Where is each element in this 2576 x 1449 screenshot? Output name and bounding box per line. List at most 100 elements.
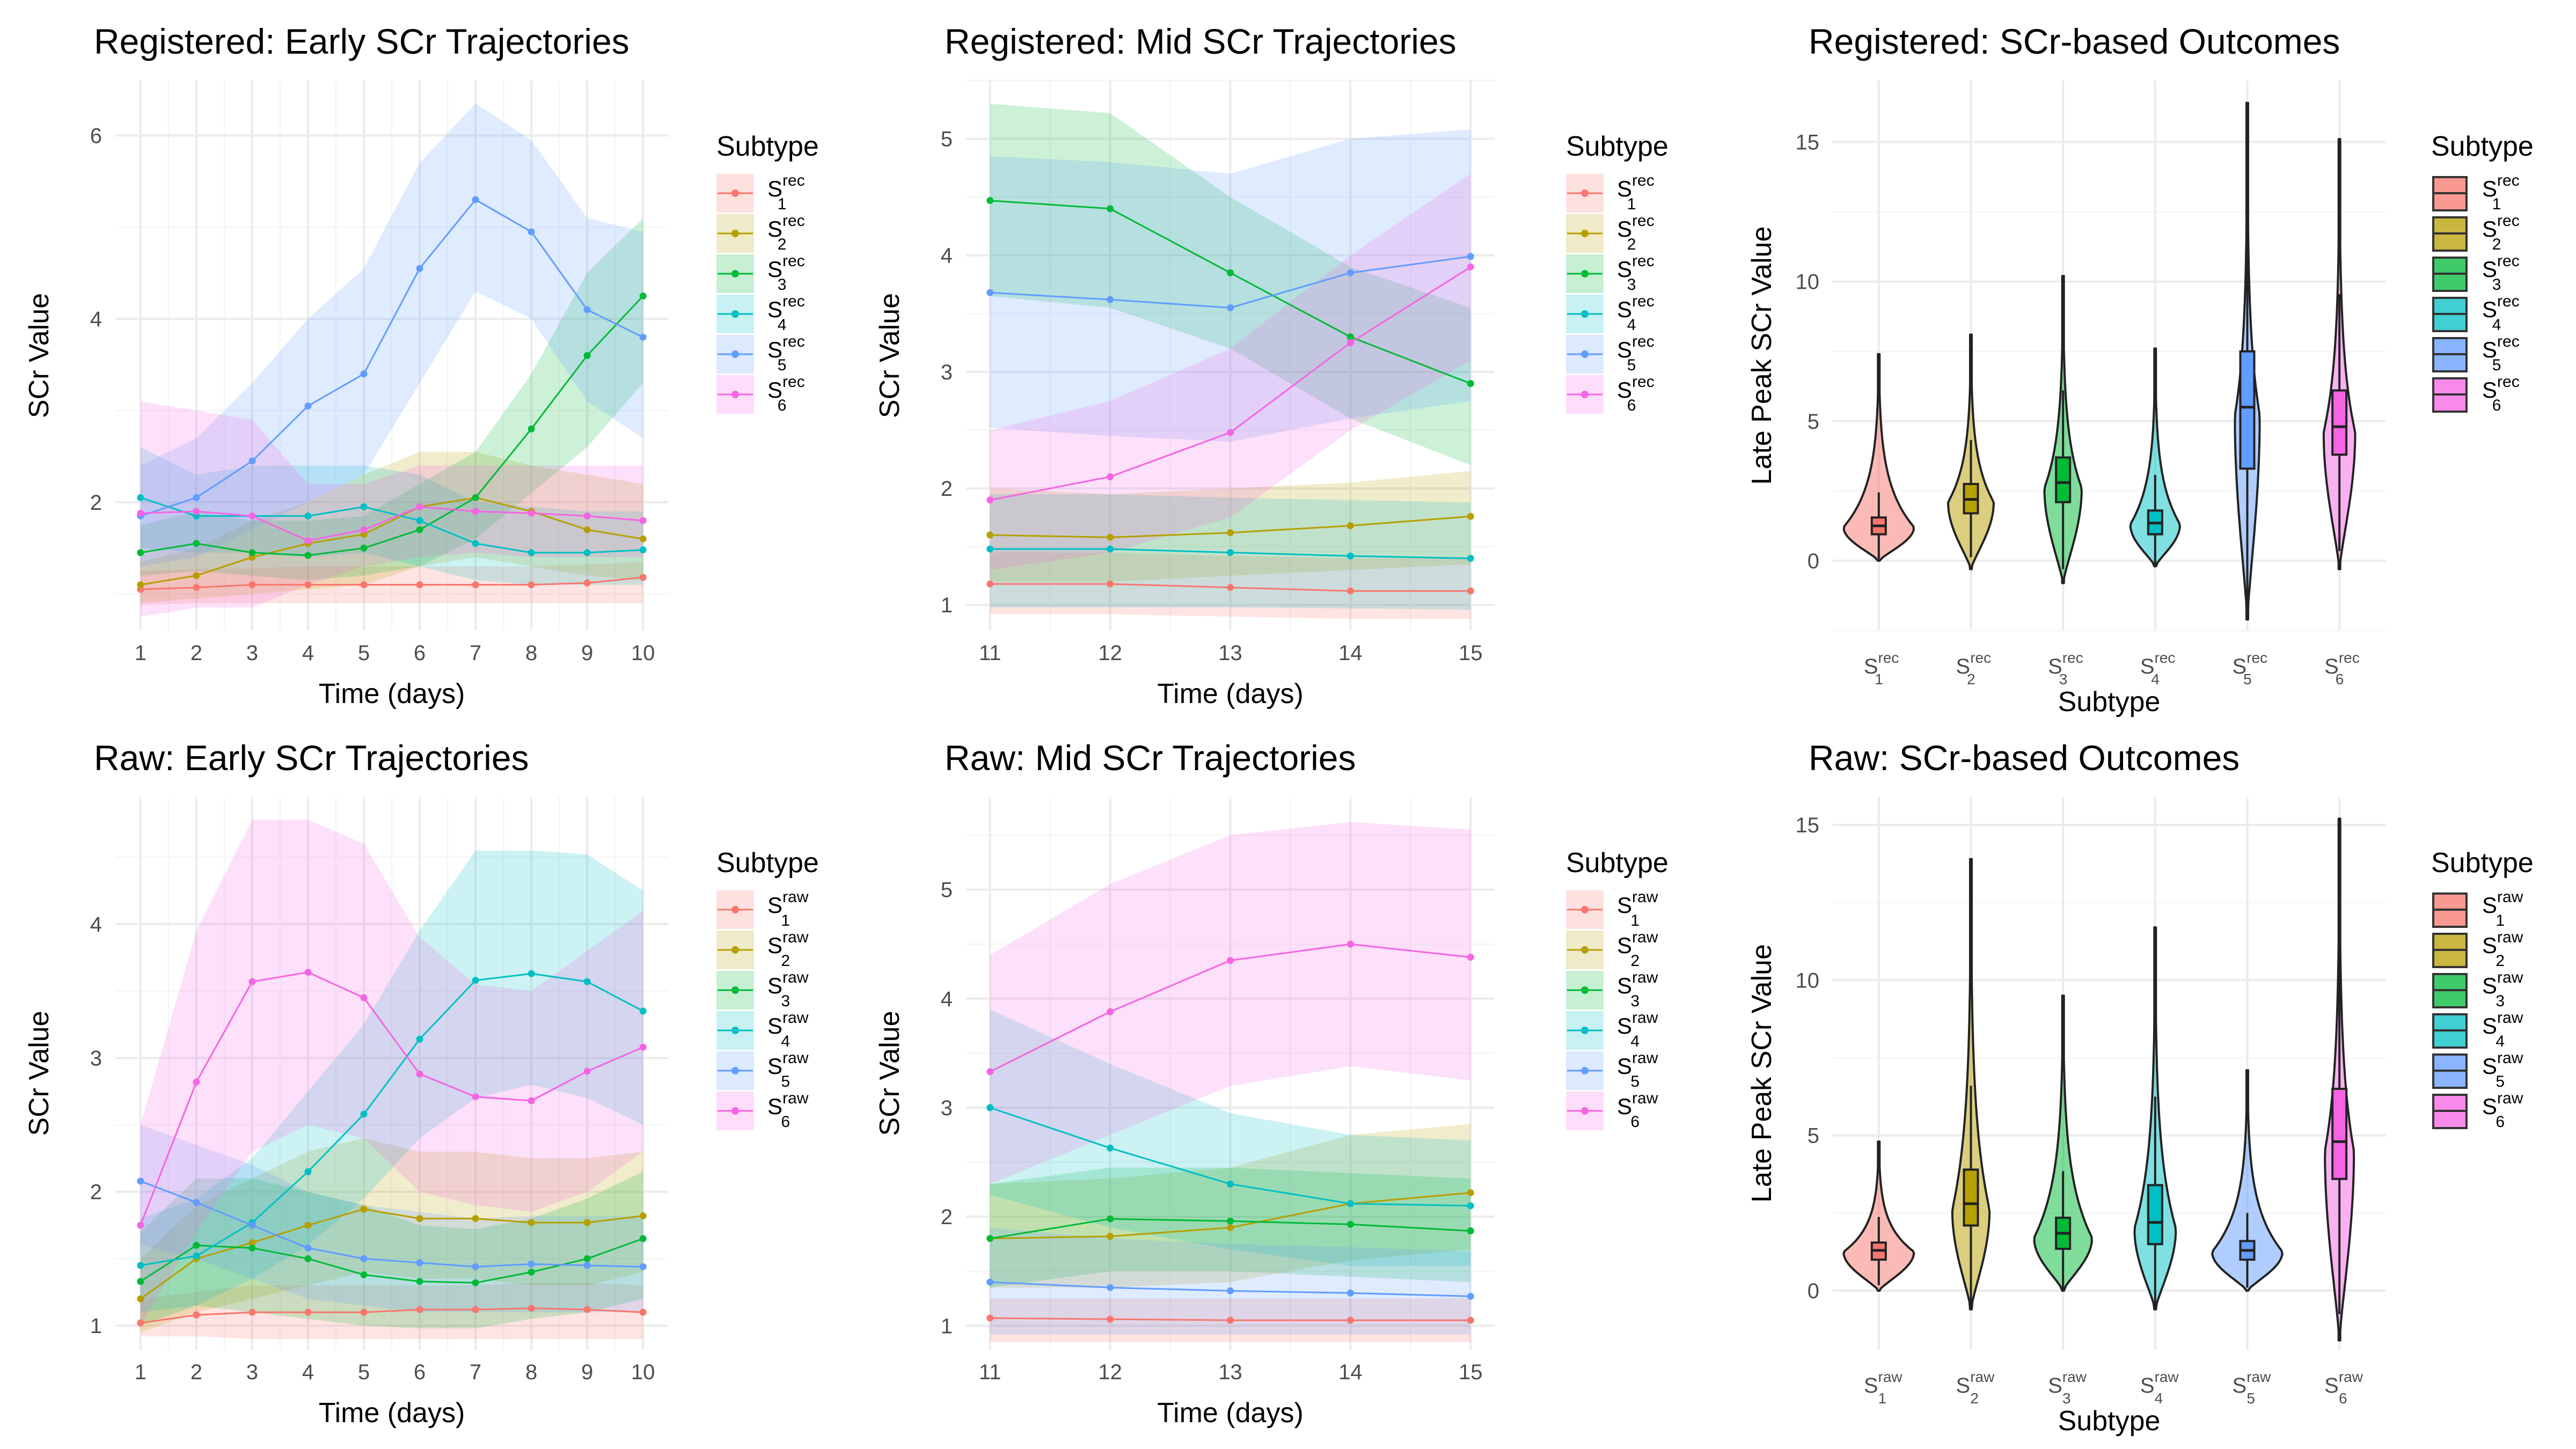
legend-label: Sraw 6 bbox=[2482, 1089, 2523, 1131]
legend-label: Sraw 6 bbox=[1617, 1089, 1658, 1131]
point-S1raw bbox=[416, 1306, 423, 1313]
legend-key-point bbox=[1581, 310, 1589, 318]
legend-label: Srec 4 bbox=[1617, 292, 1655, 334]
y-tick-label: 10 bbox=[1796, 270, 1820, 294]
line-S6rec bbox=[140, 506, 643, 542]
legend-label: Srec 2 bbox=[1617, 212, 1655, 253]
ribbon-S6raw bbox=[140, 819, 643, 1326]
point-S6raw bbox=[248, 978, 256, 985]
x-axis-title: Subtype bbox=[2058, 1406, 2161, 1437]
x-axis-title: Time (days) bbox=[319, 678, 465, 709]
y-tick-label: 2 bbox=[90, 491, 102, 515]
x-tick-label: 5 bbox=[358, 1360, 370, 1384]
point-S2raw bbox=[639, 1212, 647, 1220]
x-tick-label: 4 bbox=[302, 1360, 314, 1384]
panel-raw_out: 0 5 10 15 Sraw 1 Sraw 2 Sraw 3 Sraw 4 Sraw 5 Sraw 6 Raw:… bbox=[1746, 738, 2385, 1437]
x-tick-label: 8 bbox=[525, 1360, 537, 1384]
point-S6raw bbox=[583, 1067, 591, 1075]
x-tick-label: 7 bbox=[470, 1360, 481, 1384]
y-axis-title: Late Peak SCr Value bbox=[1746, 226, 1777, 485]
y-tick-label: 1 bbox=[941, 594, 953, 617]
point-S1rec bbox=[193, 584, 200, 591]
x-axis-title: Time (days) bbox=[319, 1397, 465, 1429]
ribbon-S3rec bbox=[990, 104, 1471, 465]
point-S3raw bbox=[137, 1278, 144, 1285]
y-tick-label: 1 bbox=[941, 1314, 953, 1338]
legend-label: Srec 1 bbox=[767, 172, 805, 213]
y-tick-label: 3 bbox=[941, 361, 953, 384]
point-S3rec bbox=[193, 540, 200, 547]
point-S3raw bbox=[360, 1271, 368, 1278]
x-tick-label: 15 bbox=[1459, 1360, 1483, 1384]
x-tick-label: 3 bbox=[246, 1360, 258, 1384]
point-S4raw bbox=[1467, 1202, 1474, 1210]
point-S4raw bbox=[1346, 1200, 1354, 1208]
legend-label: Sraw 1 bbox=[767, 888, 809, 930]
y-tick-label: 10 bbox=[1796, 969, 1820, 992]
y-tick-label: 3 bbox=[941, 1096, 953, 1120]
violin-S5raw bbox=[2211, 1069, 2284, 1292]
legend-key-point bbox=[731, 1107, 739, 1115]
point-S4rec bbox=[1346, 552, 1354, 560]
x-tick-label: 10 bbox=[631, 1360, 655, 1384]
point-S4rec bbox=[304, 512, 312, 519]
panel-title: Registered: Mid SCr Trajectories bbox=[945, 21, 1457, 61]
legend-label: Sraw 3 bbox=[1617, 969, 1658, 1010]
point-S6rec bbox=[472, 508, 479, 515]
legend-label: Srec 2 bbox=[767, 212, 805, 253]
legend-label: Sraw 3 bbox=[2482, 969, 2523, 1010]
panel-title: Registered: SCr-based Outcomes bbox=[1809, 21, 2340, 61]
y-tick-label: 0 bbox=[1807, 550, 1819, 573]
panel-title: Raw: Early SCr Trajectories bbox=[94, 738, 529, 778]
point-S4rec bbox=[528, 549, 535, 557]
point-S2rec bbox=[986, 531, 994, 539]
legend-title: Subtype bbox=[1566, 847, 1668, 879]
point-S3raw bbox=[193, 1241, 200, 1249]
point-S6rec bbox=[986, 496, 994, 504]
point-S1rec bbox=[639, 574, 647, 581]
y-tick-label: 15 bbox=[1796, 814, 1820, 837]
x-tick-label: 6 bbox=[414, 641, 426, 665]
point-S3raw bbox=[472, 1279, 479, 1286]
legend-key-point bbox=[731, 189, 739, 197]
ribbon-S2rec bbox=[140, 451, 643, 603]
violin-S1rec bbox=[1842, 353, 1915, 562]
line-S1raw bbox=[140, 1307, 643, 1324]
legend-label: Sraw 5 bbox=[767, 1049, 809, 1091]
point-S1raw bbox=[360, 1308, 368, 1316]
point-S6raw bbox=[639, 1043, 647, 1051]
point-S2raw bbox=[360, 1205, 368, 1213]
point-S1rec bbox=[583, 579, 591, 587]
point-S4raw bbox=[583, 978, 591, 985]
point-S3rec bbox=[1227, 269, 1234, 276]
y-tick-label: 2 bbox=[941, 1205, 953, 1229]
box-S5rec bbox=[2239, 350, 2256, 470]
x-tick-label: 12 bbox=[1098, 641, 1122, 665]
line-S3rec bbox=[140, 295, 644, 557]
x-tick-label: Srec 3 bbox=[2048, 649, 2083, 687]
x-tick-label: 10 bbox=[631, 641, 655, 665]
point-S3rec bbox=[639, 292, 647, 299]
point-S5raw bbox=[986, 1278, 994, 1286]
point-S1raw bbox=[528, 1305, 535, 1312]
violin-S4rec bbox=[2129, 347, 2181, 568]
panel-reg_out: 0 5 10 15 Srec 1 Srec 2 Srec 3 Srec 4 Srec 5 Srec 6 Regi… bbox=[1746, 21, 2385, 718]
panel-raw_early: 1 2 3 4 5 6 7 8 9 10 1 2 3 4 Raw: Early SCr Trajectori… bbox=[24, 738, 668, 1429]
x-tick-label: 3 bbox=[246, 641, 258, 665]
y-tick-label: 5 bbox=[941, 879, 953, 902]
y-tick-label: 5 bbox=[1807, 410, 1819, 434]
point-S4rec bbox=[639, 546, 647, 554]
point-S5rec bbox=[583, 306, 591, 313]
point-S5raw bbox=[472, 1263, 479, 1270]
point-S5raw bbox=[583, 1262, 591, 1269]
point-S3raw bbox=[583, 1255, 591, 1262]
point-S3rec bbox=[416, 526, 423, 533]
x-tick-label: Srec 4 bbox=[2140, 649, 2176, 687]
ribbon-S6rec bbox=[140, 401, 643, 617]
point-S4rec bbox=[472, 540, 479, 547]
point-S1rec bbox=[528, 581, 535, 589]
point-S3rec bbox=[1107, 205, 1114, 213]
point-S6rec bbox=[1107, 473, 1114, 480]
y-tick-label: 4 bbox=[941, 244, 953, 268]
